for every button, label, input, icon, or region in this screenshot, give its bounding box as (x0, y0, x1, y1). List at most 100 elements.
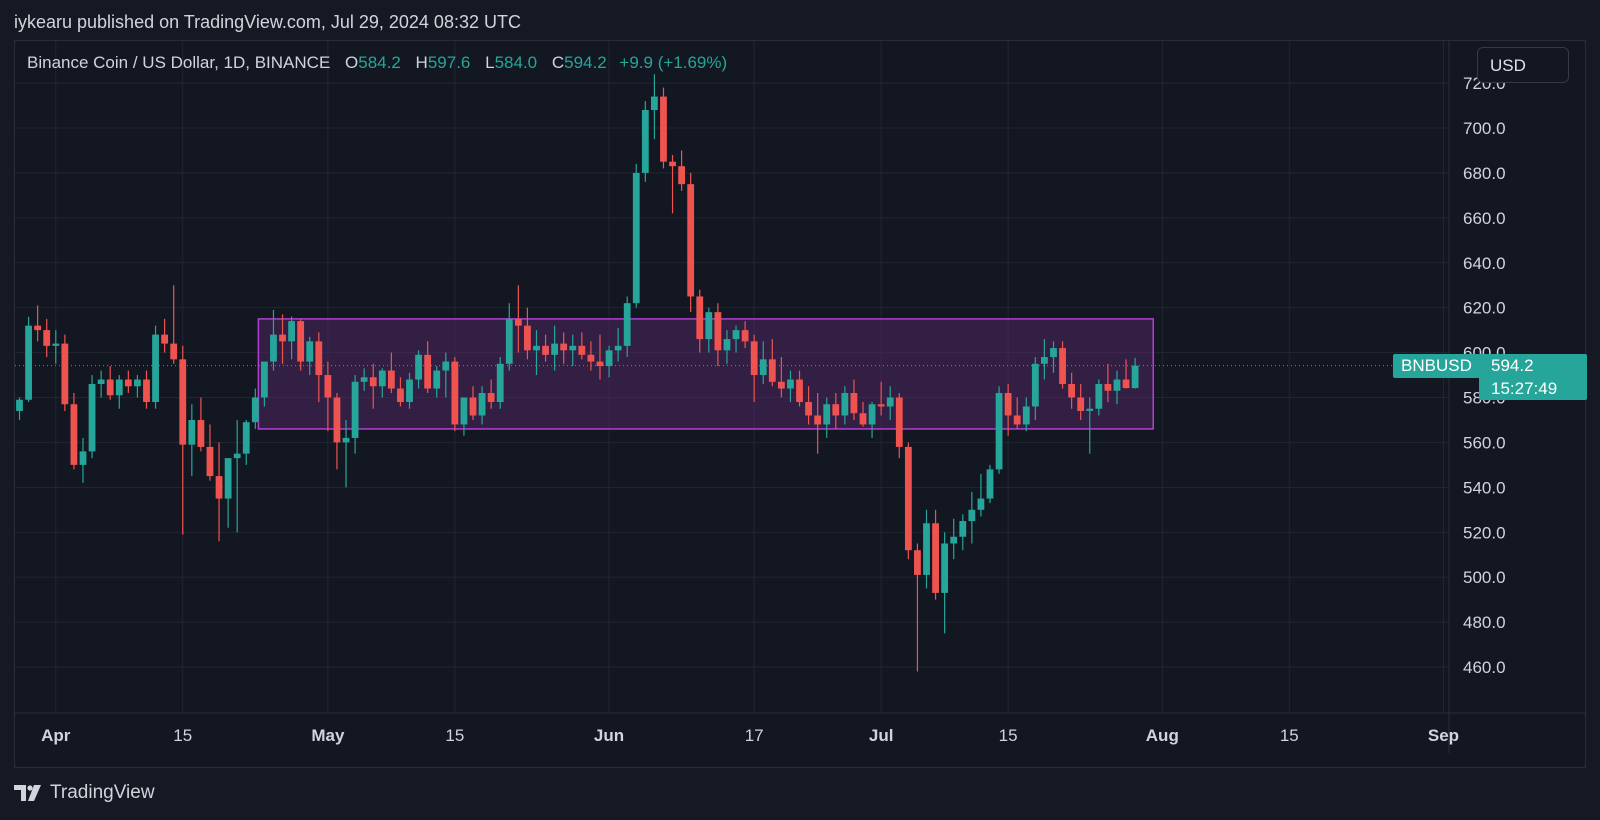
candle[interactable] (524, 307, 531, 360)
candle[interactable] (52, 330, 60, 364)
candle[interactable] (306, 336, 314, 376)
candle[interactable] (115, 375, 123, 409)
candle[interactable] (805, 386, 812, 425)
candle[interactable] (596, 334, 604, 380)
candle[interactable] (360, 368, 368, 391)
candle[interactable] (1095, 379, 1103, 416)
candle[interactable] (1050, 341, 1057, 373)
candle[interactable] (678, 150, 686, 191)
candle[interactable] (841, 386, 849, 425)
candle[interactable] (533, 330, 540, 376)
candle[interactable] (877, 381, 885, 416)
candle[interactable] (333, 393, 341, 470)
candle[interactable] (505, 303, 513, 371)
candle[interactable] (161, 318, 169, 353)
candle[interactable] (369, 363, 377, 409)
candle[interactable] (124, 370, 132, 394)
candle[interactable] (1022, 397, 1030, 432)
candle[interactable] (542, 334, 549, 362)
candle[interactable] (387, 352, 395, 394)
candle[interactable] (732, 325, 740, 353)
candle[interactable] (469, 386, 477, 420)
candle[interactable] (397, 377, 404, 407)
candle[interactable] (143, 370, 150, 409)
candle[interactable] (687, 172, 695, 313)
currency-button[interactable]: USD (1477, 47, 1569, 83)
candle[interactable] (242, 419, 250, 465)
candle[interactable] (152, 325, 159, 409)
candle[interactable] (895, 393, 903, 459)
candle[interactable] (1131, 357, 1139, 389)
candle[interactable] (714, 303, 722, 367)
candle[interactable] (560, 332, 568, 364)
candle[interactable] (814, 393, 822, 454)
candle[interactable] (605, 345, 613, 378)
candle[interactable] (968, 491, 976, 544)
candle[interactable] (641, 101, 649, 182)
candle[interactable] (34, 305, 42, 342)
candle[interactable] (1013, 397, 1021, 429)
candle[interactable] (632, 163, 640, 308)
candle[interactable] (206, 424, 214, 481)
candle[interactable] (25, 316, 32, 402)
candle[interactable] (914, 543, 921, 672)
candle[interactable] (442, 352, 450, 398)
candle[interactable] (1004, 384, 1012, 436)
candle[interactable] (224, 458, 232, 528)
candle[interactable] (260, 361, 268, 407)
candle[interactable] (651, 74, 658, 140)
candle[interactable] (959, 514, 967, 551)
candle[interactable] (378, 368, 386, 398)
candle[interactable] (79, 437, 87, 483)
candle[interactable] (43, 318, 51, 358)
candle[interactable] (415, 350, 422, 389)
candle[interactable] (424, 341, 432, 394)
candle[interactable] (451, 357, 459, 432)
candle[interactable] (1031, 357, 1039, 420)
candle[interactable] (578, 332, 586, 360)
candle[interactable] (197, 397, 205, 452)
candle[interactable] (1122, 359, 1130, 389)
candle[interactable] (787, 370, 794, 402)
candle[interactable] (777, 357, 785, 398)
candle[interactable] (16, 397, 23, 420)
candle[interactable] (569, 334, 577, 367)
candle[interactable] (741, 321, 749, 349)
candle[interactable] (233, 419, 241, 533)
candle[interactable] (297, 318, 305, 371)
candle[interactable] (1068, 372, 1076, 409)
candle[interactable] (496, 357, 504, 409)
candle[interactable] (850, 379, 858, 420)
candle[interactable] (623, 296, 631, 358)
candle[interactable] (487, 379, 495, 409)
candle[interactable] (288, 316, 295, 360)
candle[interactable] (324, 361, 332, 432)
candle[interactable] (1041, 339, 1048, 380)
candle[interactable] (750, 334, 758, 402)
candle[interactable] (170, 285, 178, 364)
candle[interactable] (768, 339, 776, 387)
candle[interactable] (932, 509, 939, 600)
candle[interactable] (950, 518, 958, 560)
candle[interactable] (759, 341, 767, 385)
candle[interactable] (251, 388, 259, 429)
candle[interactable] (70, 393, 78, 470)
candle[interactable] (868, 401, 876, 438)
candle[interactable] (315, 332, 323, 402)
candle[interactable] (587, 341, 595, 371)
candle[interactable] (460, 397, 468, 436)
candle[interactable] (478, 386, 486, 425)
candle[interactable] (941, 532, 949, 634)
candle[interactable] (1113, 370, 1121, 405)
candle[interactable] (1086, 397, 1094, 454)
candle[interactable] (514, 285, 522, 353)
candle[interactable] (859, 401, 867, 427)
candle[interactable] (134, 375, 141, 398)
candle[interactable] (796, 370, 803, 407)
candle[interactable] (106, 366, 114, 400)
candle[interactable] (342, 419, 350, 488)
candle[interactable] (886, 386, 894, 420)
candle[interactable] (614, 327, 622, 362)
candle[interactable] (279, 314, 286, 364)
candle[interactable] (97, 370, 105, 398)
